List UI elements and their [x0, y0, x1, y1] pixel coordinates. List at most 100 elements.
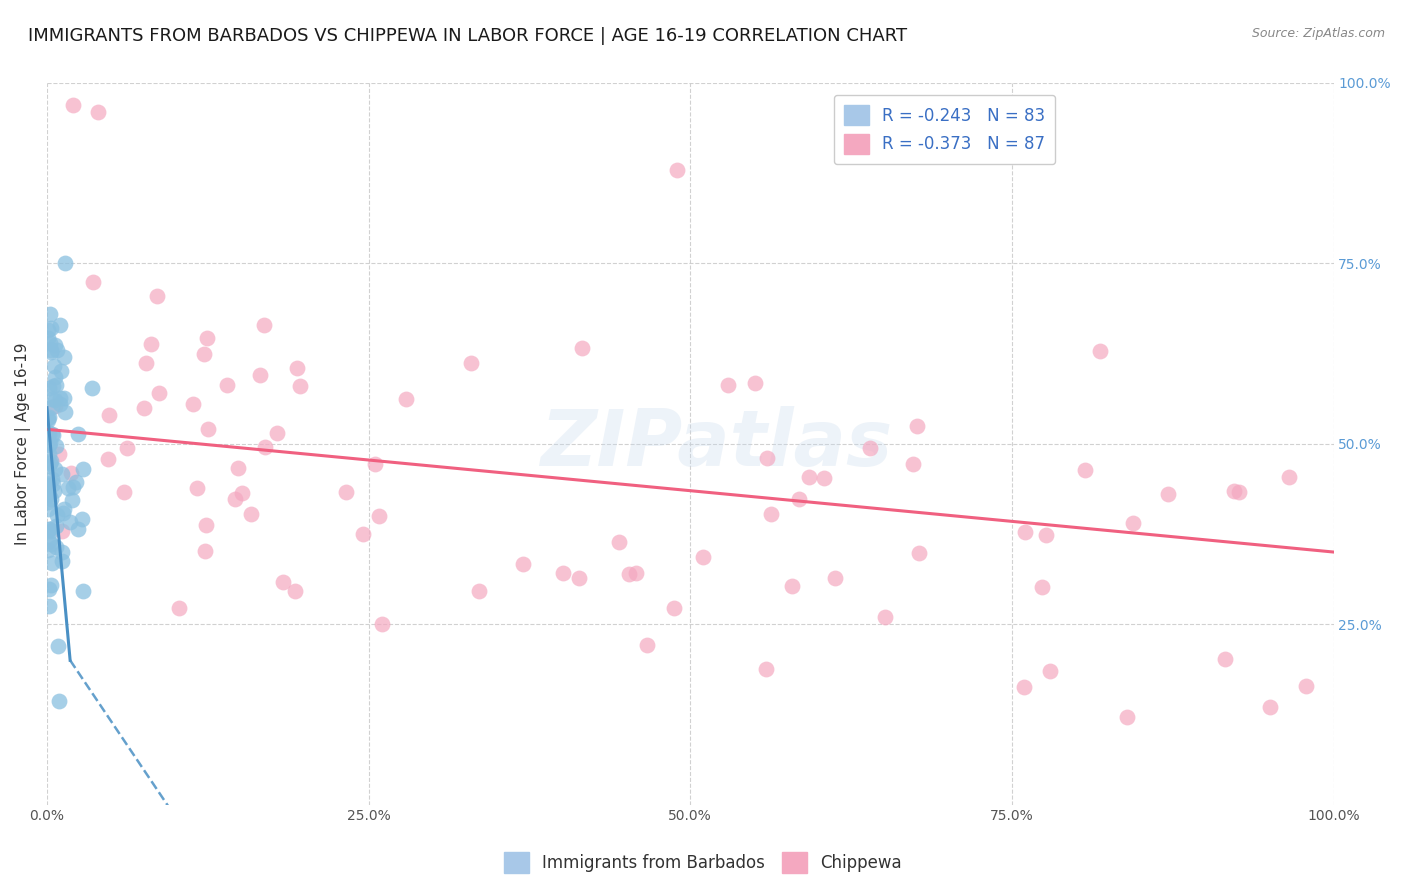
Point — [1074, 462, 1097, 476]
Legend: Immigrants from Barbados, Chippewa: Immigrants from Barbados, Chippewa — [498, 846, 908, 880]
Point — [239, 507, 262, 521]
Point — [52, 350, 75, 364]
Point — [56, 481, 79, 495]
Point — [468, 584, 491, 599]
Point — [285, 361, 308, 376]
Point — [51, 544, 73, 558]
Point — [371, 616, 394, 631]
Point — [567, 571, 589, 585]
Point — [82, 276, 104, 290]
Point — [44, 462, 66, 476]
Point — [135, 356, 157, 370]
Point — [53, 502, 76, 516]
Point — [626, 566, 648, 580]
Point — [70, 512, 93, 526]
Point — [1157, 487, 1180, 501]
Point — [48, 694, 70, 708]
Point — [38, 335, 60, 350]
Point — [197, 331, 219, 345]
Point — [167, 600, 190, 615]
Point — [39, 343, 62, 357]
Point — [905, 418, 928, 433]
Point — [48, 447, 70, 461]
Point — [186, 481, 208, 495]
Point — [908, 546, 931, 560]
Point — [45, 518, 67, 533]
Point — [41, 556, 63, 570]
Text: ZIPatlas: ZIPatlas — [540, 406, 891, 482]
Point — [1278, 470, 1301, 484]
Point — [271, 574, 294, 589]
Point — [112, 485, 135, 500]
Legend: R = -0.243   N = 83, R = -0.373   N = 87: R = -0.243 N = 83, R = -0.373 N = 87 — [834, 95, 1054, 164]
Point — [37, 323, 59, 337]
Point — [226, 460, 249, 475]
Point — [45, 377, 67, 392]
Point — [1227, 484, 1250, 499]
Point — [1116, 710, 1139, 724]
Point — [59, 515, 82, 529]
Point — [193, 347, 215, 361]
Point — [39, 321, 62, 335]
Point — [72, 462, 94, 476]
Point — [38, 458, 60, 473]
Point — [37, 411, 59, 425]
Point — [44, 393, 66, 408]
Point — [364, 457, 387, 471]
Point — [352, 527, 374, 541]
Point — [335, 484, 357, 499]
Point — [1258, 699, 1281, 714]
Point — [39, 522, 62, 536]
Point — [39, 436, 62, 450]
Point — [901, 457, 924, 471]
Point — [80, 381, 103, 395]
Text: IMMIGRANTS FROM BARBADOS VS CHIPPEWA IN LABOR FORCE | AGE 16-19 CORRELATION CHAR: IMMIGRANTS FROM BARBADOS VS CHIPPEWA IN … — [28, 27, 907, 45]
Point — [859, 441, 882, 455]
Point — [824, 571, 846, 585]
Point — [41, 427, 63, 442]
Point — [38, 582, 60, 597]
Point — [53, 256, 76, 270]
Point — [797, 470, 820, 484]
Point — [512, 557, 534, 571]
Point — [37, 495, 59, 509]
Point — [224, 492, 246, 507]
Point — [1014, 524, 1036, 539]
Point — [1039, 664, 1062, 678]
Point — [755, 662, 778, 676]
Point — [41, 392, 63, 406]
Point — [38, 381, 60, 395]
Point — [42, 484, 65, 499]
Point — [37, 484, 59, 499]
Point — [716, 377, 738, 392]
Point — [44, 369, 66, 384]
Point — [39, 492, 62, 507]
Point — [571, 342, 593, 356]
Point — [636, 638, 658, 652]
Point — [607, 534, 630, 549]
Point — [39, 537, 62, 551]
Point — [368, 508, 391, 523]
Point — [1035, 527, 1057, 541]
Point — [41, 400, 63, 414]
Point — [38, 410, 60, 425]
Point — [780, 579, 803, 593]
Point — [37, 425, 59, 440]
Point — [37, 502, 59, 516]
Point — [39, 578, 62, 592]
Point — [395, 392, 418, 406]
Text: Source: ZipAtlas.com: Source: ZipAtlas.com — [1251, 27, 1385, 40]
Point — [1122, 516, 1144, 530]
Point — [744, 376, 766, 390]
Point — [44, 359, 66, 374]
Point — [41, 472, 63, 486]
Point — [48, 318, 70, 332]
Point — [37, 413, 59, 427]
Point — [51, 467, 73, 482]
Point — [460, 356, 482, 370]
Point — [44, 399, 66, 413]
Point — [37, 542, 59, 557]
Point — [42, 428, 65, 442]
Point — [266, 425, 288, 440]
Point — [38, 427, 60, 442]
